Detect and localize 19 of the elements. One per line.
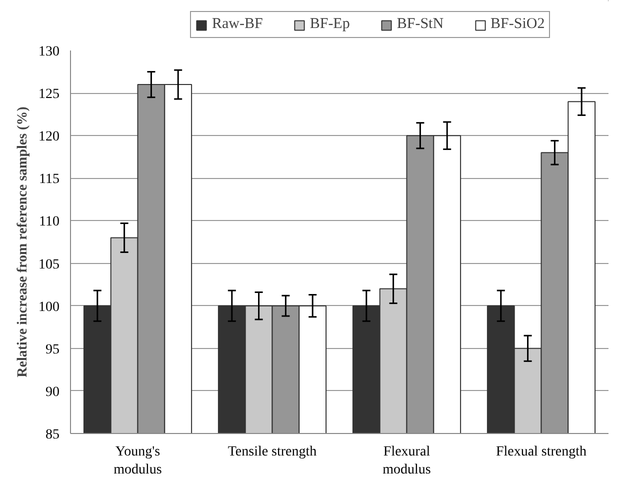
legend-label: BF-StN — [396, 16, 444, 33]
y-tick-label: 105 — [38, 257, 60, 272]
y-tick-label: 110 — [39, 214, 60, 230]
legend-label: BF-SiO2 — [490, 16, 545, 33]
legend-label: BF-Ep — [310, 16, 350, 33]
y-tick-label: 115 — [39, 172, 60, 188]
y-axis-title: Relative increase from reference samples (%) — [16, 106, 30, 378]
x-tick-label: Flexual strength — [496, 444, 587, 460]
y-tick-label: 125 — [38, 87, 60, 102]
y-tick-label: 100 — [38, 300, 60, 315]
y-tick-label: 85 — [46, 428, 60, 442]
x-tick-label: Tensile strength — [228, 444, 317, 460]
legend-label: Raw-BF — [212, 16, 263, 33]
x-tick-label: Young's modulus — [114, 444, 162, 478]
y-tick-label: 130 — [38, 44, 60, 60]
y-tick-label: 120 — [38, 130, 60, 145]
y-tick-label: 95 — [46, 342, 60, 358]
y-tick-label: 90 — [46, 384, 60, 400]
x-tick-label: Flexural modulus — [382, 444, 431, 478]
